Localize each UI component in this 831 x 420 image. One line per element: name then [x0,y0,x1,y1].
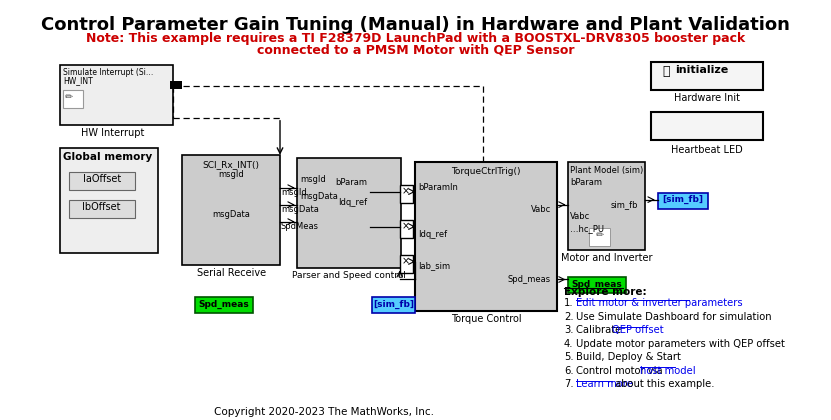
Text: ✏: ✏ [65,92,73,102]
Bar [297,158,401,268]
Text: 6.: 6. [564,366,573,376]
Text: HW Interrupt: HW Interrupt [81,128,144,138]
Bar [400,220,413,238]
Text: Use Simulate Dashboard for simulation: Use Simulate Dashboard for simulation [576,312,772,322]
Text: Calibrate: Calibrate [576,326,625,336]
Text: msgId: msgId [281,188,307,197]
Text: Vabc: Vabc [570,212,590,220]
Text: 5.: 5. [564,352,573,362]
Bar [400,185,413,202]
Text: msgData: msgData [212,210,250,219]
Text: 7.: 7. [564,379,573,389]
Text: IbOffset: IbOffset [82,202,121,212]
Text: Motor and Inverter: Motor and Inverter [561,252,652,262]
Text: ×: × [401,257,410,267]
Text: Serial Receive: Serial Receive [196,268,266,278]
Text: Iab_sim: Iab_sim [418,262,450,270]
Text: Torque Control: Torque Control [451,315,522,324]
Text: Explore more:: Explore more: [564,287,647,297]
Text: [sim_fb]: [sim_fb] [662,194,703,204]
Text: TorqueCtrlTrig(): TorqueCtrlTrig() [451,167,521,176]
Text: msgId: msgId [219,170,244,178]
Text: Idq_ref: Idq_ref [338,198,367,207]
Bar [400,255,413,273]
Bar [652,112,763,140]
Text: msgData: msgData [281,205,319,214]
Text: Spd_meas: Spd_meas [508,275,551,284]
Text: connected to a PMSM Motor with QEP Sensor: connected to a PMSM Motor with QEP Senso… [257,44,574,57]
Text: msgData: msgData [300,192,338,201]
Text: Plant Model (sim): Plant Model (sim) [570,166,643,175]
Text: initialize: initialize [675,65,728,75]
Text: 2.: 2. [564,312,573,322]
Text: 1.: 1. [564,299,573,308]
Text: Vabc: Vabc [531,205,551,214]
Text: Hardware Init: Hardware Init [674,93,740,103]
Text: Note: This example requires a TI F28379D LaunchPad with a BOOSTXL-DRV8305 booste: Note: This example requires a TI F28379D… [86,32,745,45]
Text: ×: × [401,222,410,231]
Bar [416,162,557,312]
Text: bParamIn: bParamIn [418,183,458,192]
Bar [68,172,135,190]
Bar [371,297,416,313]
Text: bParam: bParam [570,178,602,186]
Text: Spd_meas: Spd_meas [572,279,622,289]
Text: Heartbeat LED: Heartbeat LED [671,145,743,155]
Text: host model: host model [640,366,696,376]
Text: QEP offset: QEP offset [612,326,663,336]
Bar [657,193,708,209]
Text: SCI_Rx_INT(): SCI_Rx_INT() [203,160,259,169]
Text: [sim_fb]: [sim_fb] [373,299,414,309]
Bar [68,200,135,218]
Text: 4.: 4. [564,339,573,349]
Text: Simulate Interrupt (Si…: Simulate Interrupt (Si… [63,68,154,77]
Text: ×: × [401,186,410,197]
Text: bParam: bParam [336,178,367,186]
Bar [652,62,763,90]
Text: sim_fb: sim_fb [611,200,638,209]
Text: Spd_meas: Spd_meas [199,299,249,309]
Text: Idq_ref: Idq_ref [418,230,447,239]
Text: SpdMeas: SpdMeas [281,222,319,231]
Text: Copyright 2020-2023 The MathWorks, Inc.: Copyright 2020-2023 The MathWorks, Inc. [214,407,434,417]
Bar [170,81,182,89]
Text: IaOffset: IaOffset [82,174,120,184]
Text: Edit motor & inverter parameters: Edit motor & inverter parameters [576,299,743,308]
Bar [589,228,610,246]
Text: Control motor via: Control motor via [576,366,666,376]
Text: …hc_PU: …hc_PU [570,225,604,234]
Bar [195,297,253,313]
Text: ⏻: ⏻ [663,65,671,78]
Text: Global memory: Global memory [63,152,153,162]
Text: msgId: msgId [300,175,326,184]
Text: Build, Deploy & Start: Build, Deploy & Start [576,352,681,362]
Bar [568,278,626,294]
Bar [182,155,280,265]
Text: Parser and Speed control: Parser and Speed control [293,270,406,279]
Text: about this example.: about this example. [612,379,714,389]
Text: ✏: ✏ [596,230,604,239]
Text: 3.: 3. [564,326,573,336]
Bar [60,65,174,125]
Text: Control Parameter Gain Tuning (Manual) in Hardware and Plant Validation: Control Parameter Gain Tuning (Manual) i… [41,16,790,34]
Bar [568,162,645,249]
Text: Update motor parameters with QEP offset: Update motor parameters with QEP offset [576,339,785,349]
Text: HW_INT: HW_INT [63,76,93,85]
Bar [63,90,82,108]
Text: Learn more: Learn more [576,379,633,389]
Bar [60,148,158,252]
